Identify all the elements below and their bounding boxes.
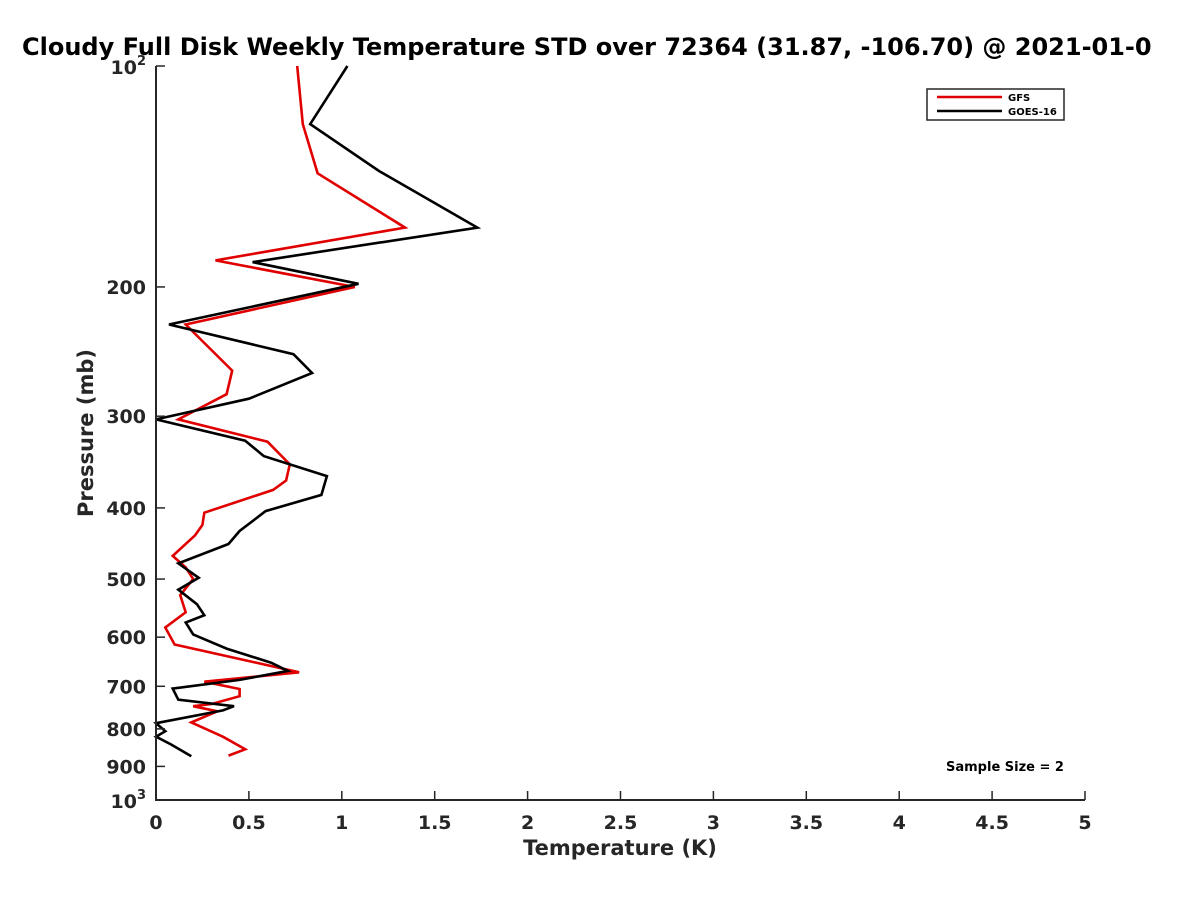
x-tick-label: 3.5 [789, 812, 823, 834]
y-tick-label: 300 [106, 406, 146, 428]
legend-box [926, 88, 1065, 121]
x-tick-label: 2.5 [604, 812, 638, 834]
y-tick-label: 400 [106, 498, 146, 520]
series-layer [153, 65, 482, 758]
x-tick-label: 1.5 [418, 812, 452, 834]
y-tick-label: 500 [106, 569, 146, 591]
series-line-goes-16 [153, 65, 482, 758]
x-tick-label: 4 [893, 812, 906, 834]
y-axis-label: Pressure (mb) [74, 349, 98, 517]
y-tick-label: 200 [106, 277, 146, 299]
y-tick-label: 800 [106, 719, 146, 741]
x-tick-label: 5 [1078, 812, 1091, 834]
sample-size-annotation: Sample Size = 2 [946, 760, 1064, 775]
y-tick-base: 10 [111, 57, 137, 79]
legend-label-goes-16: GOES-16 [1008, 107, 1057, 118]
y-tick-label: 700 [106, 676, 146, 698]
x-tick-label: 3 [707, 812, 720, 834]
x-axis-ticks: 0 0.5 1 1.5 2 2.5 3 3.5 4 4.5 5 [149, 791, 1092, 834]
series-line-gfs [163, 65, 409, 757]
chart-title: Cloudy Full Disk Weekly Temperature STD … [22, 33, 1152, 61]
legend-label-gfs: GFS [1008, 93, 1030, 104]
x-tick-label: 2 [521, 812, 534, 834]
y-tick-label: 103 [111, 788, 147, 813]
x-tick-label: 0 [149, 812, 162, 834]
y-tick-base: 10 [111, 791, 137, 813]
y-tick-label: 102 [111, 54, 147, 79]
y-tick-exponent: 2 [137, 54, 146, 69]
x-tick-label: 4.5 [975, 812, 1009, 834]
x-axis-label: Temperature (K) [523, 836, 717, 860]
x-tick-label: 0.5 [232, 812, 266, 834]
y-tick-label: 600 [106, 627, 146, 649]
legend: GFS GOES-16 [926, 88, 1065, 121]
y-tick-exponent: 3 [137, 788, 146, 803]
x-tick-label: 1 [335, 812, 348, 834]
y-tick-label: 900 [106, 756, 146, 778]
